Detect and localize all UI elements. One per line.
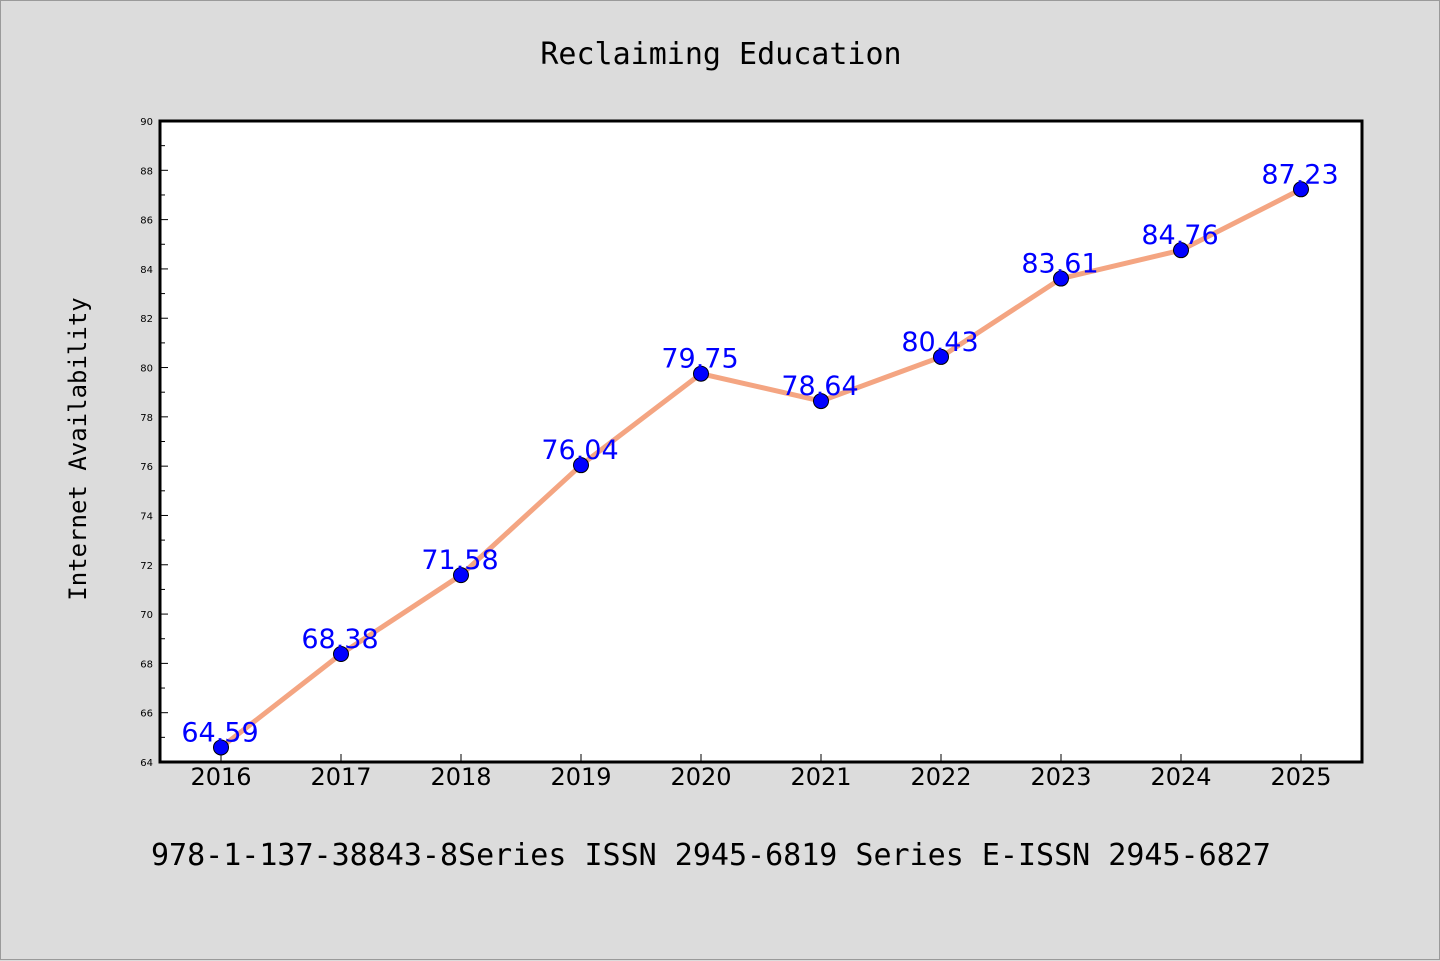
- y-tick-label: 82: [140, 314, 153, 325]
- data-point: [1053, 270, 1069, 287]
- data-label: 78.64: [781, 371, 858, 402]
- x-tick-label: 2024: [1150, 763, 1211, 791]
- y-axis-ticks: 64 66 68 70 72 74 76 78 80 82 84 86 88 90: [140, 117, 168, 769]
- data-label: 76.04: [541, 435, 618, 466]
- data-label: 80.43: [901, 327, 978, 358]
- data-point: [453, 567, 469, 584]
- y-tick-label: 74: [140, 511, 153, 522]
- x-tick-label: 2021: [790, 763, 851, 791]
- chart-title: Reclaiming Education: [540, 37, 901, 72]
- data-label: 64.59: [181, 717, 258, 748]
- y-tick-label: 90: [140, 117, 153, 128]
- y-tick-label: 76: [140, 462, 153, 473]
- y-tick-label: 86: [140, 216, 153, 227]
- x-tick-label: 2016: [190, 763, 251, 791]
- y-tick-label: 70: [140, 610, 153, 621]
- y-axis-label: Internet Availability: [64, 297, 92, 600]
- data-point: [933, 348, 949, 365]
- data-point: [573, 457, 589, 474]
- x-tick-label: 2025: [1270, 763, 1331, 791]
- x-axis-ticks: 2016 2017 2018 2019 2020 2021 2022 2023 2024 2025: [190, 754, 1332, 791]
- data-label: 79.75: [661, 344, 738, 375]
- y-tick-label: 84: [140, 265, 153, 276]
- footer-isbn-text: 978-1-137-38843-8Series ISSN 2945-6819 S…: [151, 838, 1271, 873]
- data-point: [693, 365, 709, 382]
- y-tick-label: 68: [140, 659, 153, 670]
- data-point: [813, 393, 829, 410]
- data-point: [213, 739, 229, 756]
- x-tick-label: 2023: [1030, 763, 1091, 791]
- data-point: [1293, 181, 1309, 198]
- y-tick-label: 66: [140, 709, 153, 720]
- y-tick-label: 64: [140, 758, 153, 769]
- data-labels-layer: 64.59 68.38 71.58 76.04 79.75 78.64 80.43 83.61…: [181, 159, 1338, 748]
- y-tick-label: 72: [140, 561, 153, 572]
- data-point: [1173, 242, 1189, 259]
- series-layer: [213, 181, 1309, 756]
- data-label: 87.23: [1261, 159, 1338, 190]
- data-label: 84.76: [1141, 220, 1218, 251]
- y-tick-label: 88: [140, 166, 153, 177]
- x-tick-label: 2020: [670, 763, 731, 791]
- data-label: 68.38: [301, 624, 378, 655]
- x-tick-label: 2022: [910, 763, 971, 791]
- data-label: 83.61: [1021, 249, 1098, 280]
- plot-area: [158, 119, 1364, 764]
- x-tick-label: 2018: [430, 763, 491, 791]
- y-tick-label: 80: [140, 364, 153, 375]
- series-line: [219, 187, 1303, 750]
- data-point: [333, 646, 349, 663]
- x-tick-label: 2019: [550, 763, 611, 791]
- y-tick-label: 78: [140, 413, 153, 424]
- data-label: 71.58: [421, 545, 498, 576]
- x-tick-label: 2017: [310, 763, 371, 791]
